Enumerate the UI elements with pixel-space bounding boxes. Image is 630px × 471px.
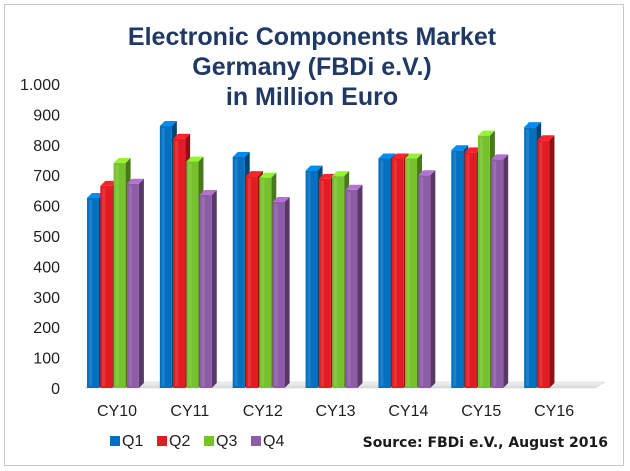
x-axis-ticks: CY10 CY11 CY12 CY13 CY14 CY15 CY16 [97,403,574,420]
legend-item-q1: Q1 [110,433,143,450]
bars [87,120,555,389]
bar-q3-cy10 [113,158,131,388]
legend-swatch [251,436,261,446]
x-tick-label: CY15 [461,403,501,420]
bar-q4-cy11 [199,189,217,388]
legend-item-q4: Q4 [251,433,284,450]
x-tick-label: CY11 [170,403,209,420]
legend-swatch [110,436,120,446]
y-tick-label: 100 [33,351,60,368]
legend-swatch [157,436,167,446]
chart-title-line-2: Germany (FBDi e.V.) [192,53,431,81]
x-tick-label: CY14 [388,403,428,420]
bar-q4-cy13 [345,184,363,388]
legend-item-q2: Q2 [157,433,190,450]
x-tick-label: CY16 [534,403,574,420]
y-tick-label: 1.000 [20,77,60,94]
chart-title: Electronic Components Market Germany (FB… [128,23,497,111]
x-tick-label: CY13 [316,403,356,420]
chart-title-line-3: in Million Euro [226,83,398,111]
y-tick-label: 900 [33,107,60,124]
y-tick-label: 500 [33,229,60,246]
y-tick-label: 800 [33,138,60,155]
legend-item-q3: Q3 [204,433,237,450]
y-tick-label: 700 [33,168,60,185]
y-tick-label: 400 [33,259,60,276]
legend-swatch [204,436,214,446]
y-tick-label: 0 [51,381,60,398]
source-note: Source: FBDi e.V., August 2016 [363,435,608,451]
bar-q2-cy16 [537,135,555,388]
x-tick-label: CY10 [97,403,137,420]
x-tick-label: CY12 [243,403,283,420]
y-tick-label: 600 [33,199,60,216]
legend-label: Q2 [169,433,190,450]
y-tick-label: 200 [33,320,60,337]
legend: Q1 Q2 Q3 Q4 [110,433,284,450]
bar-q4-cy12 [272,196,290,388]
bar-q4-cy14 [418,170,436,388]
bar-q4-cy15 [491,154,509,388]
legend-label: Q3 [216,433,237,450]
y-axis-ticks: 0 100 200 300 400 500 600 700 800 900 1.000 [20,77,60,398]
legend-label: Q4 [263,433,284,450]
legend-label: Q1 [122,433,143,450]
chart-title-line-1: Electronic Components Market [128,23,497,51]
y-tick-label: 300 [33,290,60,307]
bar-q4-cy10 [126,178,144,388]
